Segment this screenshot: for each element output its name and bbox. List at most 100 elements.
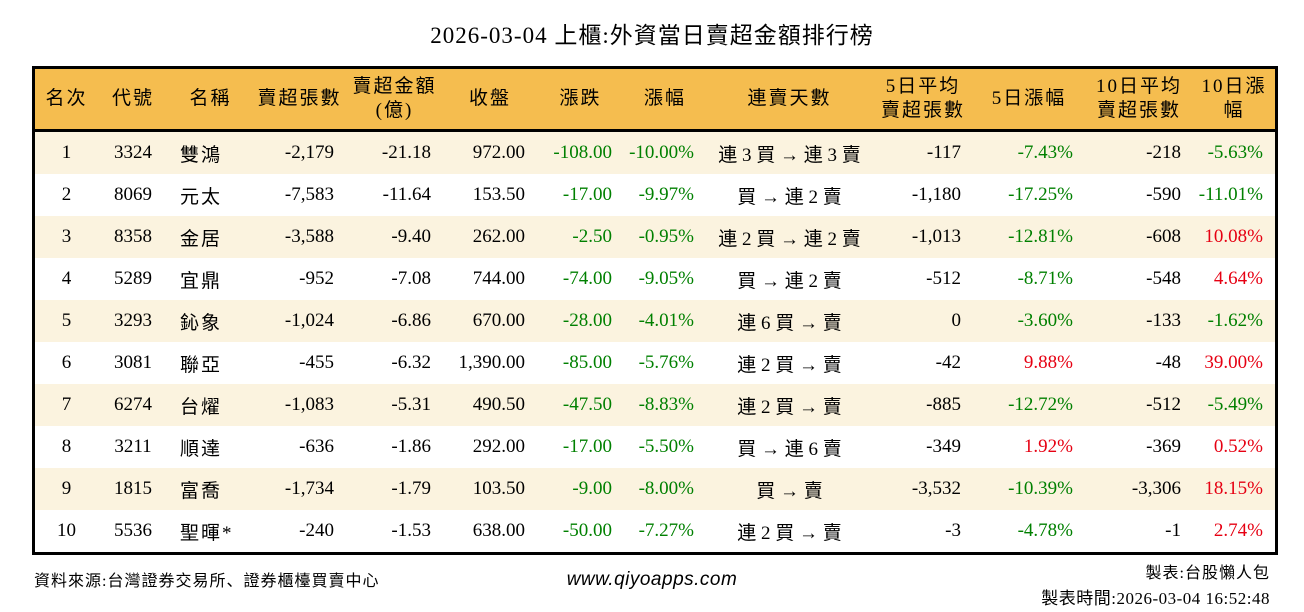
cell-change: -47.50 bbox=[562, 394, 612, 415]
cell-change: -2.50 bbox=[572, 226, 612, 247]
cell-code: 5289 bbox=[114, 268, 152, 289]
cell-pct10: -1.62% bbox=[1207, 310, 1263, 331]
cell-avg5-volume: -3 bbox=[945, 520, 961, 541]
cell-pct10: -5.49% bbox=[1207, 394, 1263, 415]
page-title: 2026-03-04 上櫃:外資當日賣超金額排行榜 bbox=[430, 23, 874, 48]
cell-sell-volume: -7,583 bbox=[284, 184, 334, 205]
cell-code: 5536 bbox=[114, 520, 152, 541]
cell-rank: 7 bbox=[61, 394, 72, 415]
ranking-table-container: 名次 代號 名稱 賣超張數 賣超金額 (億) 收盤 漲跌 漲幅 連賣天數 5日平均 賣超張數 5日漲… bbox=[32, 66, 1278, 555]
table-row: 4 5289 宜鼎 -952 -7.08 744.00 -74.00 -9.05% 買 → 連 … bbox=[33, 258, 1277, 300]
table-row: 1 3324 雙鴻 -2,179 -21.18 972.00 -108.00 -10.00% 連… bbox=[33, 130, 1277, 174]
col-header-sell-streak: 連賣天數 bbox=[706, 67, 873, 132]
table-row: 6 3081 聯亞 -455 -6.32 1,390.00 -85.00 -5.76% 連 2 … bbox=[33, 342, 1277, 384]
cell-change-pct: -7.27% bbox=[638, 520, 694, 541]
cell-change: -108.00 bbox=[553, 142, 612, 163]
cell-close: 972.00 bbox=[472, 142, 525, 163]
cell-change: -85.00 bbox=[562, 352, 612, 373]
cell-change-pct: -9.05% bbox=[638, 268, 694, 289]
cell-rank: 2 bbox=[61, 184, 72, 205]
cell-change: -74.00 bbox=[562, 268, 612, 289]
cell-change-pct: -10.00% bbox=[629, 142, 694, 163]
col-header-avg5-volume: 5日平均 賣超張數 bbox=[873, 67, 973, 132]
cell-name: 雙鴻 bbox=[180, 144, 223, 166]
cell-sell-streak: 買 → 連 2 賣 bbox=[737, 186, 842, 208]
cell-pct5: -3.60% bbox=[1017, 310, 1073, 331]
cell-change: -9.00 bbox=[572, 478, 612, 499]
cell-sell-amount: -6.86 bbox=[391, 310, 431, 331]
cell-rank: 9 bbox=[61, 478, 72, 499]
cell-sell-volume: -2,179 bbox=[284, 142, 334, 163]
cell-change: -28.00 bbox=[562, 310, 612, 331]
cell-close: 153.50 bbox=[472, 184, 525, 205]
cell-sell-streak: 連 2 買 → 賣 bbox=[737, 522, 842, 544]
cell-pct5: -8.71% bbox=[1017, 268, 1073, 289]
cell-pct5: 9.88% bbox=[1023, 352, 1073, 373]
cell-avg10-volume: -218 bbox=[1146, 142, 1181, 163]
cell-avg10-volume: -1 bbox=[1165, 520, 1181, 541]
cell-avg10-volume: -3,306 bbox=[1131, 478, 1181, 499]
col-header-sell-amount: 賣超金額 (億) bbox=[346, 67, 443, 132]
cell-close: 490.50 bbox=[472, 394, 525, 415]
cell-avg10-volume: -608 bbox=[1146, 226, 1181, 247]
cell-pct5: -4.78% bbox=[1017, 520, 1073, 541]
cell-change-pct: -8.00% bbox=[638, 478, 694, 499]
cell-change: -50.00 bbox=[562, 520, 612, 541]
cell-pct10: 39.00% bbox=[1204, 352, 1263, 373]
cell-avg5-volume: -117 bbox=[926, 142, 961, 163]
cell-avg10-volume: -512 bbox=[1146, 394, 1181, 415]
col-header-change-pct: 漲幅 bbox=[624, 67, 706, 132]
website-url: www.qiyoapps.com bbox=[566, 569, 738, 590]
cell-sell-streak: 連 3 買 → 連 3 賣 bbox=[718, 144, 861, 166]
cell-close: 670.00 bbox=[472, 310, 525, 331]
cell-sell-streak: 買 → 連 6 賣 bbox=[737, 438, 842, 460]
cell-pct10: 2.74% bbox=[1213, 520, 1263, 541]
cell-sell-amount: -11.64 bbox=[382, 184, 431, 205]
cell-code: 6274 bbox=[114, 394, 152, 415]
cell-avg10-volume: -48 bbox=[1155, 352, 1181, 373]
cell-close: 1,390.00 bbox=[458, 352, 526, 373]
col-header-pct5: 5日漲幅 bbox=[973, 67, 1085, 132]
cell-name: 鈊象 bbox=[180, 312, 223, 334]
cell-sell-volume: -952 bbox=[299, 268, 334, 289]
cell-change-pct: -9.97% bbox=[638, 184, 694, 205]
cell-pct5: -12.72% bbox=[1008, 394, 1073, 415]
cell-change: -17.00 bbox=[562, 436, 612, 457]
cell-sell-amount: -6.32 bbox=[391, 352, 431, 373]
cell-change-pct: -0.95% bbox=[638, 226, 694, 247]
cell-close: 638.00 bbox=[472, 520, 525, 541]
cell-sell-amount: -1.86 bbox=[391, 436, 431, 457]
cell-code: 8358 bbox=[114, 226, 152, 247]
cell-code: 3211 bbox=[114, 436, 152, 457]
cell-pct10: 10.08% bbox=[1204, 226, 1263, 247]
cell-rank: 10 bbox=[57, 520, 76, 541]
cell-rank: 8 bbox=[61, 436, 72, 457]
cell-sell-amount: -7.08 bbox=[391, 268, 431, 289]
cell-sell-streak: 連 2 買 → 賣 bbox=[737, 396, 842, 418]
cell-avg10-volume: -548 bbox=[1146, 268, 1181, 289]
cell-name: 台燿 bbox=[180, 396, 223, 418]
report-timestamp: 製表時間:2026-03-04 16:52:48 bbox=[1041, 589, 1270, 608]
cell-rank: 3 bbox=[61, 226, 72, 247]
cell-code: 3293 bbox=[114, 310, 152, 331]
table-header-row: 名次 代號 名稱 賣超張數 賣超金額 (億) 收盤 漲跌 漲幅 連賣天數 5日平均 賣超張數 5日漲… bbox=[33, 67, 1277, 132]
cell-code: 3324 bbox=[114, 142, 152, 163]
cell-pct10: -11.01% bbox=[1198, 184, 1263, 205]
cell-pct10: 0.52% bbox=[1213, 436, 1263, 457]
table-row: 10 5536 聖暉* -240 -1.53 638.00 -50.00 -7.27% 連 2 … bbox=[33, 510, 1277, 554]
cell-avg10-volume: -369 bbox=[1146, 436, 1181, 457]
cell-change-pct: -8.83% bbox=[638, 394, 694, 415]
cell-close: 744.00 bbox=[472, 268, 525, 289]
col-header-pct10: 10日漲幅 bbox=[1193, 67, 1277, 132]
col-header-code: 代號 bbox=[98, 67, 168, 132]
cell-sell-volume: -1,083 bbox=[284, 394, 334, 415]
cell-pct5: -17.25% bbox=[1008, 184, 1073, 205]
cell-avg10-volume: -133 bbox=[1146, 310, 1181, 331]
cell-sell-volume: -636 bbox=[299, 436, 334, 457]
col-header-sell-volume: 賣超張數 bbox=[253, 67, 346, 132]
cell-pct5: 1.92% bbox=[1023, 436, 1073, 457]
cell-rank: 4 bbox=[61, 268, 72, 289]
table-row: 9 1815 富喬 -1,734 -1.79 103.50 -9.00 -8.00% 買 → 賣… bbox=[33, 468, 1277, 510]
cell-sell-volume: -240 bbox=[299, 520, 334, 541]
cell-pct5: -10.39% bbox=[1008, 478, 1073, 499]
